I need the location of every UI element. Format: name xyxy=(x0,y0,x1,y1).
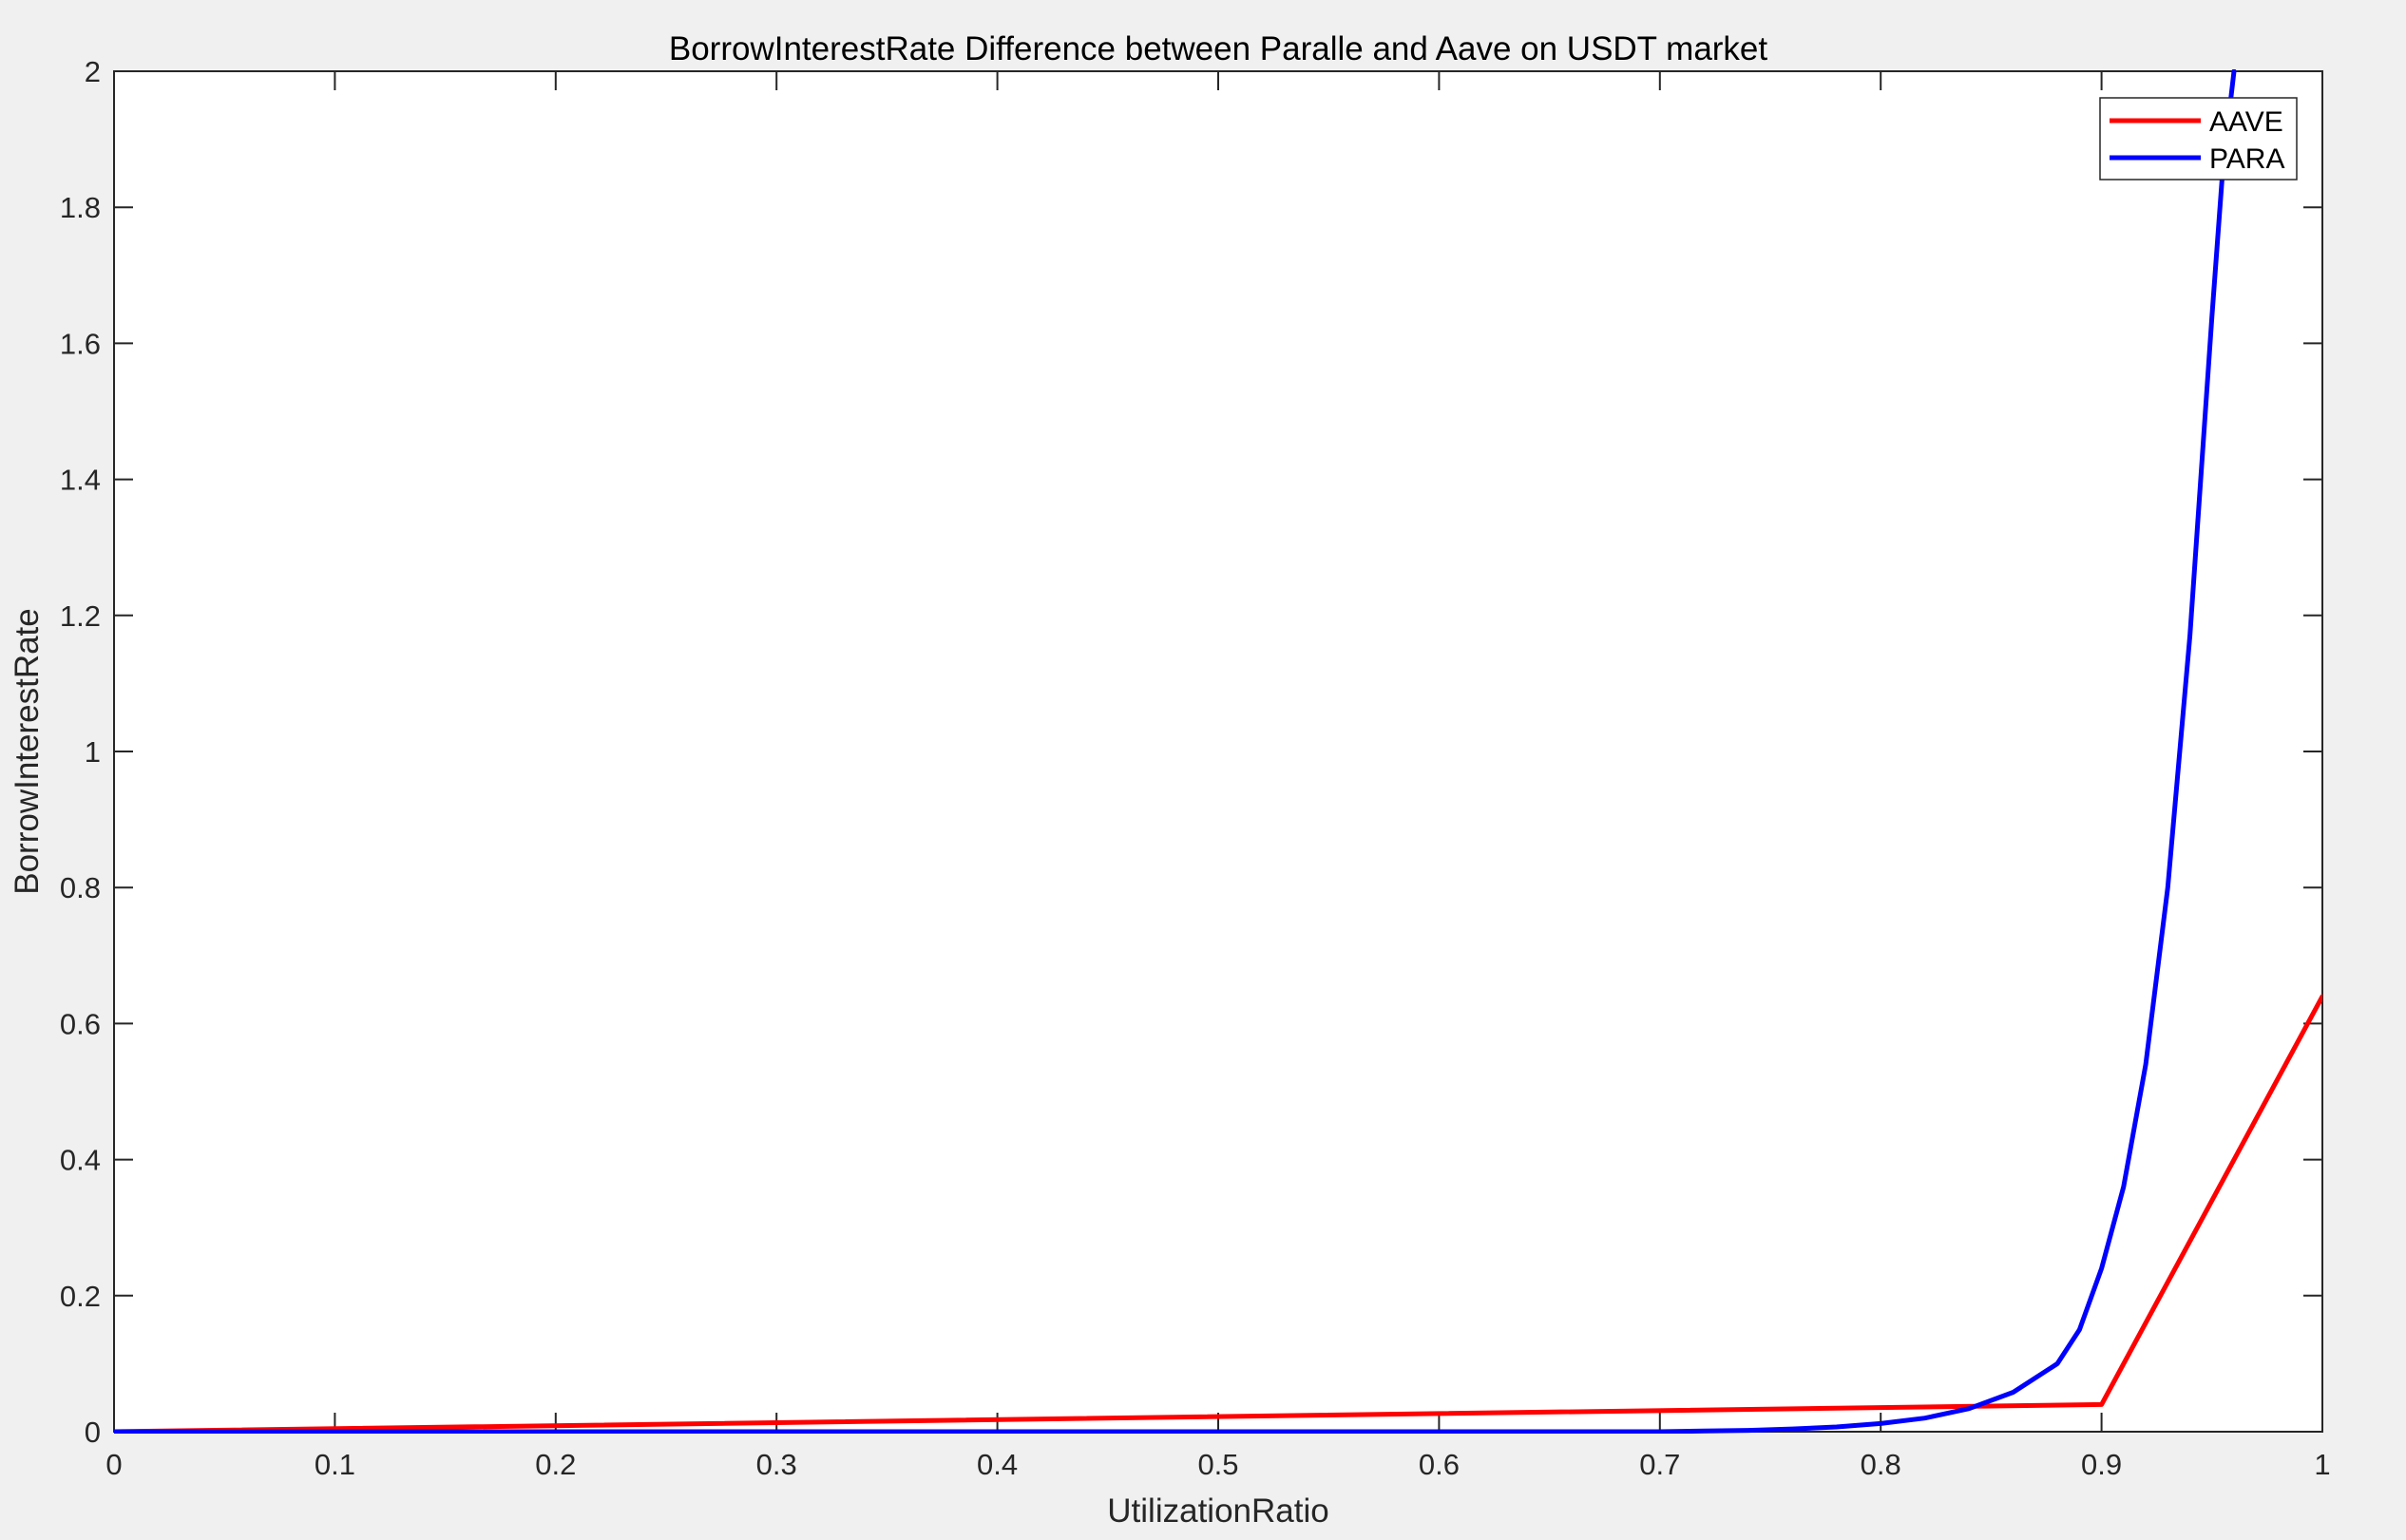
x-tick-label: 0.1 xyxy=(315,1448,355,1481)
x-tick-label: 0.7 xyxy=(1639,1448,1680,1481)
y-tick-label: 2 xyxy=(85,55,101,88)
series-line-aave xyxy=(114,994,2322,1434)
x-tick-label: 0.4 xyxy=(977,1448,1018,1481)
x-tick-label: 0.8 xyxy=(1861,1448,1901,1481)
y-tick-label: 0.4 xyxy=(60,1144,101,1177)
x-axis-label: UtilizationRatio xyxy=(1107,1492,1328,1530)
legend-label-aave: AAVE xyxy=(2209,106,2283,138)
y-axis-label: BorrowInterestRate xyxy=(9,608,46,895)
y-tick-label: 0.8 xyxy=(60,871,101,904)
x-tick-label: 0.6 xyxy=(1419,1448,1460,1481)
x-tick-label: 0.3 xyxy=(756,1448,797,1481)
y-tick-label: 1.4 xyxy=(60,464,101,497)
y-tick-label: 1 xyxy=(85,735,101,769)
y-tick-label: 1.8 xyxy=(60,191,101,224)
legend-label-para: PARA xyxy=(2209,143,2284,175)
x-tick-label: 0.5 xyxy=(1197,1448,1238,1481)
y-tick-label: 0 xyxy=(85,1416,101,1449)
series-line-para xyxy=(114,69,2237,1434)
y-tick-label: 0.6 xyxy=(60,1007,101,1040)
y-tick-label: 0.2 xyxy=(60,1280,101,1313)
y-tick-label: 1.6 xyxy=(60,327,101,360)
x-tick-label: 0.2 xyxy=(535,1448,576,1481)
plot-area xyxy=(113,70,2323,1433)
chart-title: BorrowInterestRate Difference between Pa… xyxy=(669,30,1768,67)
x-tick-label: 0 xyxy=(105,1448,122,1481)
axis-ticks: 0 0.1 0.2 0.3 0.4 0.5 0.6 0.7 0.8 0.9 1 0 0.2 0.4 0.6 0… xyxy=(60,55,2331,1481)
x-tick-label: 0.9 xyxy=(2081,1448,2122,1481)
series-lines xyxy=(114,69,2322,1434)
x-tick-label: 1 xyxy=(2314,1448,2330,1481)
legend-box xyxy=(2099,97,2298,181)
legend: AAVE PARA xyxy=(2099,97,2298,181)
y-tick-label: 1.2 xyxy=(60,599,101,633)
